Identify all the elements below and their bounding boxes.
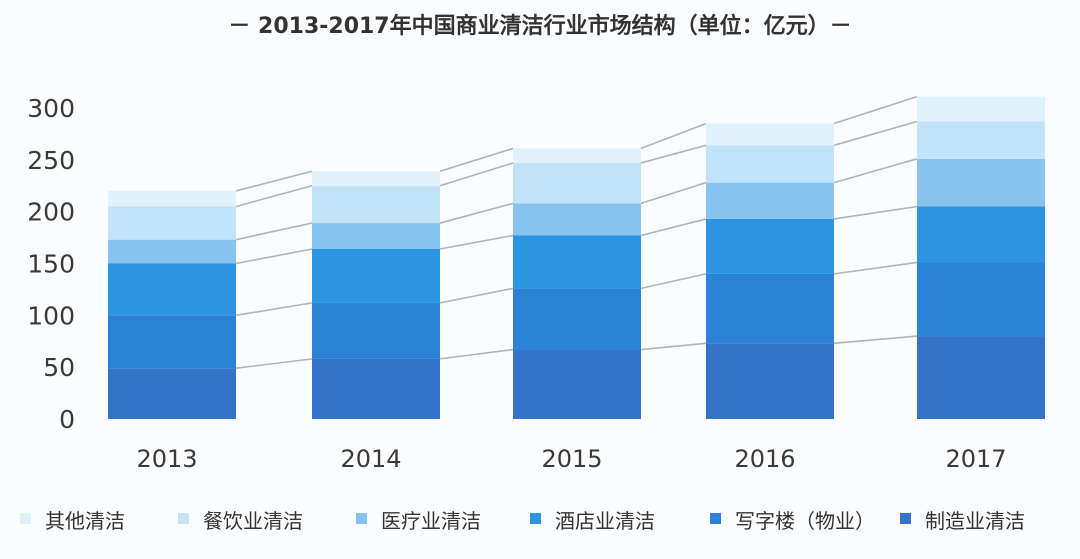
bar-segment [917, 206, 1045, 263]
legend-label: 医疗业清洁 [381, 509, 481, 533]
connector-line [640, 342, 707, 351]
legend-item: 酒店业清洁 [530, 509, 655, 533]
bar-segment [108, 239, 236, 264]
y-tick-label: 50 [43, 353, 75, 382]
bar-segment [917, 158, 1045, 207]
bar-segment [108, 315, 236, 369]
x-tick-label: 2017 [945, 445, 1006, 473]
bar-segment [917, 336, 1045, 419]
x-tick-label: 2013 [136, 445, 197, 473]
x-tick-label: 2015 [541, 445, 602, 473]
connector-line [833, 158, 918, 184]
connector-line [833, 95, 918, 125]
connector-line [833, 261, 918, 275]
bar-segment [108, 368, 236, 419]
connector-line [439, 348, 514, 360]
legend-item: 医疗业清洁 [356, 509, 481, 533]
y-tick-label: 200 [27, 198, 75, 227]
bar-segment [108, 206, 236, 240]
bar-segment [312, 223, 440, 249]
bar-segment [312, 171, 440, 186]
legend-swatch [530, 513, 541, 524]
connector-line [640, 144, 707, 164]
connector-line [439, 202, 514, 224]
bar-segment [513, 288, 641, 350]
y-axis-ticks: 0 50 100 150 200 250 300 [27, 94, 75, 434]
bar-segment [706, 218, 834, 274]
x-tick-label: 2014 [340, 445, 401, 473]
x-axis-ticks: 2013 2014 2015 2016 2017 [136, 445, 1006, 473]
connector-line [235, 302, 313, 317]
y-tick-label: 250 [27, 146, 75, 175]
bars [108, 96, 1045, 419]
connector-line [640, 122, 707, 150]
connector-lines [235, 95, 918, 369]
connector-line [439, 147, 514, 173]
bar-segment [312, 358, 440, 419]
bar-segment [706, 145, 834, 183]
bar-segment [513, 349, 641, 419]
x-tick-label: 2016 [734, 445, 795, 473]
bar-segment [706, 343, 834, 419]
legend-item: 制造业清洁 [900, 509, 1025, 533]
connector-line [833, 120, 918, 147]
y-tick-label: 100 [27, 301, 75, 330]
connector-line [235, 358, 313, 369]
bar-segment [312, 248, 440, 303]
connector-line [833, 205, 918, 220]
bar-segment [917, 262, 1045, 337]
y-tick-label: 150 [27, 250, 75, 279]
connector-line [640, 218, 707, 237]
connector-line [235, 222, 313, 241]
bar-segment [513, 162, 641, 204]
y-tick-label: 300 [27, 94, 75, 123]
legend-swatch [710, 513, 721, 524]
legend-label: 餐饮业清洁 [203, 509, 303, 533]
legend-label: 其他清洁 [45, 509, 125, 533]
y-tick-label: 0 [59, 405, 75, 434]
chart-title: － 2013-2017年中国商业清洁行业市场结构（单位：亿元）－ [228, 13, 851, 39]
bar-segment [312, 302, 440, 359]
connector-line [439, 162, 514, 187]
legend-item: 餐饮业清洁 [178, 509, 303, 533]
bar-segment [312, 185, 440, 224]
bar-segment [917, 96, 1045, 122]
legend-swatch [900, 513, 911, 524]
bar-segment [108, 190, 236, 207]
connector-line [439, 234, 514, 250]
connector-line [235, 184, 313, 208]
legend-label: 写字楼（物业） [735, 509, 875, 533]
connector-line [439, 287, 514, 304]
bar-segment [513, 235, 641, 289]
bar-segment [917, 121, 1045, 159]
bar-segment [706, 273, 834, 344]
legend-swatch [20, 513, 31, 524]
bar-segment [513, 148, 641, 163]
connector-line [833, 335, 918, 345]
bar-segment [108, 263, 236, 316]
legend-swatch [356, 513, 367, 524]
connector-line [235, 248, 313, 265]
legend-item: 其他清洁 [20, 509, 125, 533]
legend-label: 制造业清洁 [925, 509, 1025, 533]
legend-label: 酒店业清洁 [555, 509, 655, 533]
bar-segment [706, 123, 834, 146]
legend-item: 写字楼（物业） [710, 509, 875, 533]
connector-line [235, 170, 313, 192]
legend: 其他清洁 餐饮业清洁 医疗业清洁 酒店业清洁 写字楼（物业） 制造业清洁 [20, 509, 1025, 533]
legend-swatch [178, 513, 189, 524]
bar-segment [706, 182, 834, 219]
bar-segment [513, 203, 641, 236]
connector-line [640, 181, 707, 205]
connector-line [640, 273, 707, 290]
